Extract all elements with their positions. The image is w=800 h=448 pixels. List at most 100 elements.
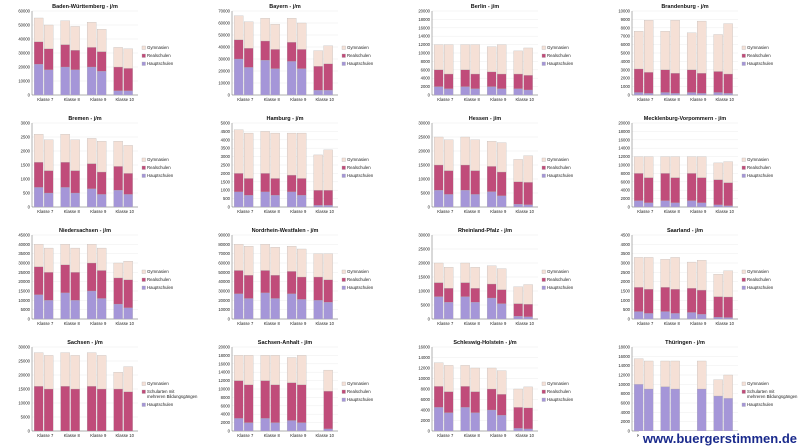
- bar-segment: [697, 202, 707, 208]
- y-tick-label: 2500: [221, 163, 231, 168]
- bar-segment: [670, 257, 680, 290]
- bar-segment: [244, 67, 254, 96]
- y-tick-label: 10000: [418, 51, 430, 56]
- y-tick-label: 15000: [18, 289, 30, 294]
- bar-segment: [297, 132, 307, 179]
- y-tick-label: 10000: [218, 387, 230, 392]
- bar-segment: [460, 136, 470, 166]
- bar-segment: [297, 422, 307, 432]
- y-tick-label: 7000: [621, 34, 631, 39]
- bar-segment: [723, 161, 733, 183]
- bar-segment: [523, 47, 533, 76]
- bar-segment: [670, 313, 680, 320]
- bar-segment: [633, 257, 644, 288]
- bar-segment: [444, 139, 454, 171]
- bar-segment: [433, 69, 444, 87]
- bar-segment: [444, 412, 454, 432]
- bar-segment: [723, 270, 733, 298]
- chart-panel: Saarland - j/m 0 500 1000 1500 2000 2500 3000 35…: [621, 228, 774, 326]
- bar-segment: [713, 395, 723, 432]
- bar-segment: [323, 63, 333, 91]
- legend-label: Hauptschulen: [147, 173, 174, 178]
- bar-segment: [723, 296, 733, 318]
- legend-swatch: [341, 269, 346, 274]
- chart-panel: Sachsen-Anhalt - j/m 0 2000 4000 6000 8000 100…: [218, 340, 374, 438]
- bar-segment: [244, 422, 254, 432]
- legend-swatch: [341, 173, 346, 178]
- bar-segment: [70, 26, 80, 51]
- legend-swatch: [741, 61, 746, 66]
- bar-segment: [323, 149, 333, 191]
- y-tick-label: 35000: [18, 251, 30, 256]
- legend-label: Gymnasien: [347, 269, 369, 274]
- bar-segment: [513, 388, 523, 408]
- bar-segment: [660, 156, 670, 174]
- y-tick-label: 16000: [418, 345, 430, 350]
- legend-label: Realschulen: [547, 389, 571, 394]
- legend-label: Gymnasien: [547, 157, 569, 162]
- bar-segment: [497, 289, 507, 304]
- x-tick-label: Klasse 9: [490, 433, 507, 438]
- y-tick-label: 14000: [418, 34, 430, 39]
- bar-segment: [270, 247, 280, 276]
- y-tick-label: 12000: [618, 373, 630, 378]
- bar-segment: [313, 276, 323, 301]
- bar-segment: [70, 247, 80, 273]
- chart-title: Nordrhein-Westfalen - j/m: [252, 228, 319, 234]
- x-tick-label: Klasse 10: [116, 433, 135, 438]
- bar-segment: [697, 388, 707, 432]
- legend-swatch: [141, 165, 146, 170]
- y-tick-label: 18000: [618, 345, 630, 350]
- bar-segment: [460, 296, 470, 320]
- x-tick-label: Klasse 7: [37, 433, 54, 438]
- bar-segment: [433, 262, 444, 283]
- y-tick-label: 1000: [621, 298, 631, 303]
- chart-title: Bayern - j/m: [269, 4, 301, 10]
- bar-segment: [713, 34, 723, 72]
- bar-segment: [33, 64, 44, 96]
- y-tick-label: 0: [228, 317, 231, 322]
- legend-swatch: [141, 173, 146, 178]
- bar-segment: [433, 282, 444, 297]
- bar-segment: [233, 39, 244, 60]
- bar-segment: [323, 190, 333, 206]
- legend-swatch: [141, 45, 146, 50]
- y-tick-label: 0: [428, 429, 431, 434]
- bar-segment: [486, 166, 497, 192]
- bar-segment: [486, 86, 497, 96]
- bar-segment: [323, 428, 333, 432]
- chart-title: Brandenburg - j/m: [661, 4, 708, 10]
- y-tick-label: 30000: [218, 289, 230, 294]
- y-tick-label: 60000: [218, 21, 230, 26]
- bar-segment: [444, 267, 454, 289]
- bar-segment: [244, 178, 254, 196]
- bar-segment: [633, 287, 644, 312]
- bar-segment: [686, 288, 697, 313]
- legend-swatch: [541, 53, 546, 58]
- bar-segment: [686, 261, 697, 289]
- legend-swatch: [141, 402, 146, 407]
- y-tick-label: 5000: [21, 307, 31, 312]
- bar-segment: [86, 386, 97, 432]
- legend-label: Gymnasien: [147, 157, 169, 162]
- bar-segment: [470, 391, 480, 413]
- x-tick-label: Klasse 8: [264, 321, 281, 326]
- bar-segment: [97, 388, 107, 432]
- legend-swatch: [541, 277, 546, 282]
- bar-segment: [44, 355, 54, 390]
- bar-segment: [513, 428, 523, 432]
- bar-segment: [723, 93, 733, 96]
- bar-segment: [723, 205, 733, 208]
- bar-segment: [713, 379, 723, 397]
- y-tick-label: 10000: [418, 376, 430, 381]
- bar-segment: [113, 190, 123, 208]
- chart-panel: Thüringen - j/m 0 2000 4000 6000 8000 10000 120…: [618, 340, 798, 438]
- y-tick-label: 2000: [621, 196, 631, 201]
- legend-swatch: [141, 157, 146, 162]
- bar-segment: [233, 293, 244, 320]
- bar-segment: [297, 22, 307, 50]
- bar-segment: [444, 88, 454, 96]
- bar-segment: [523, 316, 533, 320]
- x-tick-label: Klasse 8: [464, 321, 481, 326]
- bar-segment: [723, 398, 733, 432]
